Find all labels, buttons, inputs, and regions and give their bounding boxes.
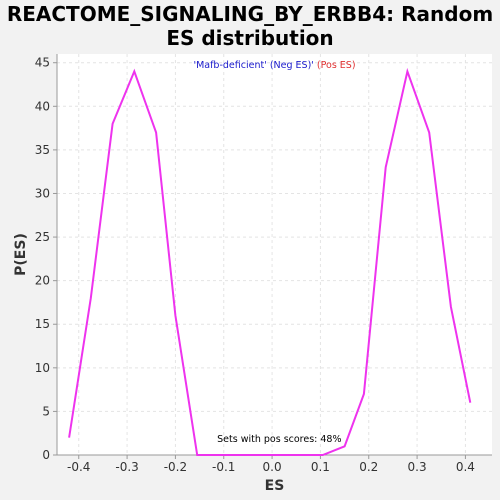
y-tick-label: 5: [42, 404, 50, 418]
plot-area: [57, 54, 492, 455]
legend-pos-label: (Pos ES): [317, 60, 356, 71]
x-tick-label: 0.0: [263, 460, 282, 474]
y-axis-label: P(ES): [13, 233, 29, 276]
y-tick-label: 25: [35, 230, 50, 244]
y-tick-label: 35: [35, 143, 50, 157]
y-tick-label: 0: [42, 448, 50, 462]
x-tick-label: -0.4: [67, 460, 90, 474]
legend-neg-label: Mafb-deficient' (Neg ES): [196, 60, 311, 71]
x-tick-label: 0.4: [456, 460, 475, 474]
x-tick-label: 0.1: [311, 460, 330, 474]
y-tick-label: 15: [35, 317, 50, 331]
x-tick-label: -0.3: [115, 460, 138, 474]
y-tick-label: 10: [35, 361, 50, 375]
pos-score-annotation: Sets with pos scores: 48%: [217, 434, 341, 445]
x-tick-label: 0.2: [359, 460, 378, 474]
legend: 'Mafb-deficient' (Neg ES)' (Pos ES): [193, 60, 355, 71]
x-tick-label: -0.2: [164, 460, 187, 474]
y-tick-label: 40: [35, 99, 50, 113]
x-tick-label: -0.1: [212, 460, 235, 474]
y-tick-label: 30: [35, 186, 50, 200]
y-tick-label: 20: [35, 274, 50, 288]
x-axis-label: ES: [265, 478, 285, 494]
y-tick-label: 45: [35, 56, 50, 70]
x-tick-label: 0.3: [408, 460, 427, 474]
